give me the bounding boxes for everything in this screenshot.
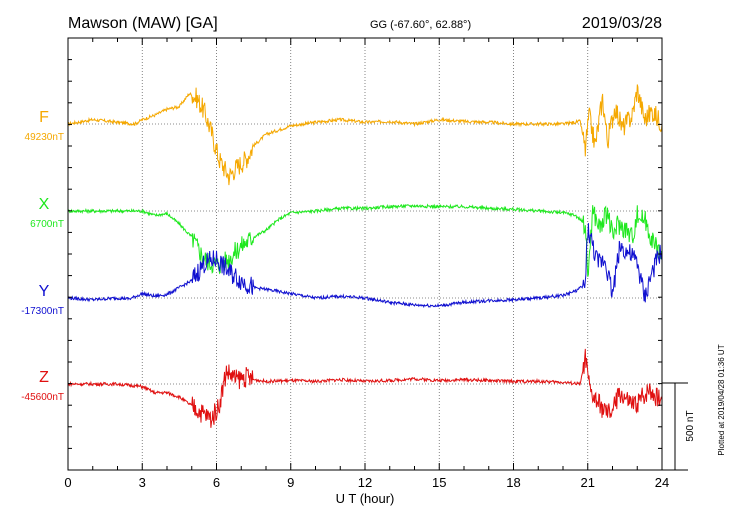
series-name-X: X bbox=[39, 196, 50, 213]
x-axis-ticks bbox=[67, 38, 663, 470]
series-line-Y bbox=[67, 223, 663, 309]
x-axis-tick-labels: 0 3 6 9 12 15 18 21 24 bbox=[64, 475, 669, 490]
x-tick-label-12: 12 bbox=[358, 475, 372, 490]
x-tick-label-24: 24 bbox=[655, 475, 669, 490]
station-title: Mawson (MAW) [GA] bbox=[68, 15, 218, 32]
series-baseline-Z: -45600nT bbox=[21, 392, 64, 403]
x-tick-label-15: 15 bbox=[432, 475, 446, 490]
x-tick-label-6: 6 bbox=[213, 475, 220, 490]
x-axis-label: U T (hour) bbox=[336, 491, 395, 506]
series-lines bbox=[67, 84, 663, 428]
series-baseline-X: 6700nT bbox=[30, 219, 64, 230]
scale-bar bbox=[662, 382, 688, 471]
series-baseline-F: 49230nT bbox=[25, 132, 64, 143]
x-tick-label-3: 3 bbox=[139, 475, 146, 490]
series-name-Z: Z bbox=[39, 369, 49, 386]
series-line-X bbox=[67, 203, 663, 277]
series-name-F: F bbox=[39, 109, 49, 126]
series-line-F bbox=[67, 84, 663, 186]
x-tick-label-9: 9 bbox=[287, 475, 294, 490]
chart-date: 2019/03/28 bbox=[582, 15, 662, 32]
station-coordinates: GG (-67.60°, 62.88°) bbox=[370, 19, 471, 31]
series-labels: F 49230nT X 6700nT Y -17300nT Z -45600nT bbox=[21, 109, 64, 403]
scale-bar-label: 500 nT bbox=[685, 410, 696, 441]
x-tick-label-0: 0 bbox=[64, 475, 71, 490]
series-line-Z bbox=[67, 348, 663, 428]
x-tick-label-21: 21 bbox=[581, 475, 595, 490]
x-tick-label-18: 18 bbox=[506, 475, 520, 490]
grid-lines bbox=[68, 38, 662, 470]
series-baseline-Y: -17300nT bbox=[21, 306, 64, 317]
plotted-timestamp: Plotted at 2019/04/28 01:36 UT bbox=[717, 344, 726, 455]
series-name-Y: Y bbox=[39, 283, 50, 300]
